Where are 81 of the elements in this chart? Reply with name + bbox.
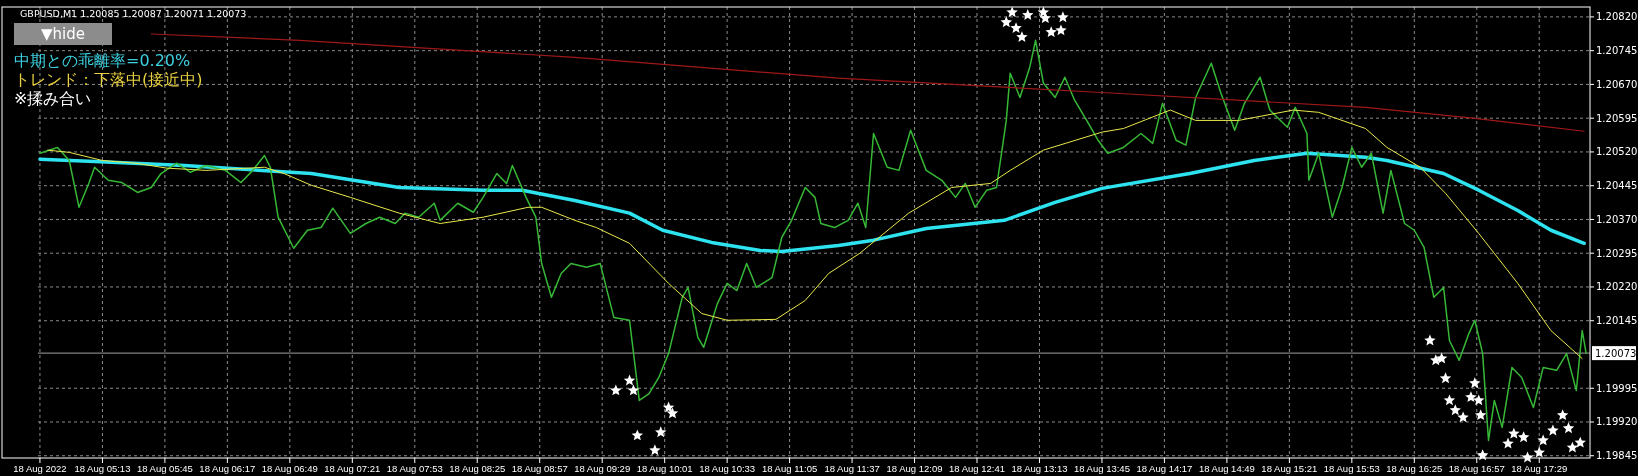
x-tick-label: 18 Aug 12:09 — [886, 463, 943, 474]
point — [1010, 22, 1022, 34]
point — [1537, 434, 1549, 446]
point — [1556, 409, 1569, 421]
annotation: 中期との乖離率=0.20% — [14, 51, 191, 70]
point — [1016, 31, 1028, 43]
y-tick-label: 1.20595 — [1596, 112, 1638, 124]
point — [1449, 404, 1461, 416]
point — [1547, 424, 1559, 436]
x-tick-label: 18 Aug 10:33 — [699, 463, 756, 474]
point — [1473, 394, 1485, 406]
x-tick-label: 18 Aug 10:01 — [636, 463, 693, 474]
annotation: ※揉み合い — [14, 89, 92, 108]
point — [1469, 377, 1481, 389]
x-tick-label: 18 Aug 11:05 — [761, 463, 818, 474]
point — [1443, 394, 1456, 406]
point — [1502, 437, 1514, 449]
x-tick-label: 18 Aug 15:53 — [1323, 463, 1380, 474]
point — [1517, 431, 1530, 443]
point — [1000, 16, 1012, 28]
x-tick-label: 18 Aug 05:45 — [136, 463, 193, 474]
x-tick-label: 18 Aug 07:53 — [386, 463, 443, 474]
x-tick-label: 18 Aug 05:13 — [74, 463, 131, 474]
y-tick-label: 1.19995 — [1596, 382, 1638, 394]
x-tick-label: 18 Aug 16:25 — [1386, 463, 1443, 474]
y-tick-label: 1.20370 — [1596, 213, 1638, 225]
point — [1057, 11, 1069, 23]
point — [1508, 427, 1520, 439]
button: ▼hide — [14, 23, 112, 45]
y-tick-label: 1.20670 — [1596, 78, 1638, 90]
point — [1439, 372, 1452, 384]
point — [1574, 436, 1586, 448]
point — [666, 407, 679, 419]
x-tick-label: 18 Aug 06:17 — [199, 463, 256, 474]
point — [1045, 26, 1057, 38]
point — [1424, 334, 1436, 346]
x-tick-label: 18 Aug 13:13 — [1011, 463, 1068, 474]
x-tick-label: 18 Aug 16:57 — [1448, 463, 1505, 474]
x-tick-label: 18 Aug 11:37 — [824, 463, 880, 474]
point — [655, 426, 667, 438]
point — [1022, 9, 1034, 20]
annotation: トレンド：下落中(接近中) — [14, 70, 203, 89]
point — [662, 401, 675, 413]
point — [610, 384, 622, 396]
x-tick-label: 18 Aug 07:21 — [324, 463, 381, 474]
x-tick-label: 18 Aug 14:49 — [1198, 463, 1255, 474]
y-tick-label: 1.20520 — [1596, 146, 1638, 158]
x-tick-label: 18 Aug 17:29 — [1511, 463, 1568, 474]
y-tick-label: 1.20745 — [1596, 45, 1638, 57]
point — [1055, 24, 1067, 36]
annotation: ▼hide — [41, 25, 85, 43]
y-tick-label: 1.20820 — [1596, 11, 1638, 23]
x-tick-label: 18 Aug 2022 — [13, 463, 67, 474]
y-tick-label: 1.20145 — [1596, 315, 1638, 327]
x-tick-label: 18 Aug 06:49 — [261, 463, 318, 474]
x-tick-label: 18 Aug 12:41 — [949, 463, 1006, 474]
y-tick-label: 1.20445 — [1596, 180, 1638, 192]
point — [623, 374, 636, 386]
x-tick-label: 18 Aug 08:25 — [449, 463, 506, 474]
x-tick-label: 18 Aug 09:29 — [574, 463, 631, 474]
point — [631, 429, 644, 441]
ref-line-label: 1.20073 — [1595, 348, 1637, 360]
y-tick-label: 1.20220 — [1596, 281, 1638, 293]
point — [1562, 422, 1575, 434]
x-tick-label: 18 Aug 15:21 — [1261, 463, 1318, 474]
chart-title: GBPUSD,M1 1.20085 1.20087 1.20071 1.20073 — [20, 8, 247, 19]
point — [1474, 409, 1487, 421]
y-tick-label: 1.20295 — [1596, 247, 1638, 259]
point — [627, 384, 640, 396]
x-tick-label: 18 Aug 14:17 — [1136, 463, 1193, 474]
point — [649, 444, 661, 456]
point — [1533, 446, 1545, 458]
point — [1566, 441, 1579, 453]
y-tick-label: 1.19845 — [1596, 450, 1638, 462]
point — [1435, 352, 1448, 364]
y-tick-label: 1.19920 — [1596, 416, 1638, 428]
point — [1457, 411, 1469, 423]
point — [1006, 6, 1018, 18]
x-tick-label: 18 Aug 13:45 — [1073, 463, 1130, 474]
point — [1465, 391, 1477, 403]
x-tick-label: 18 Aug 08:57 — [511, 463, 568, 474]
